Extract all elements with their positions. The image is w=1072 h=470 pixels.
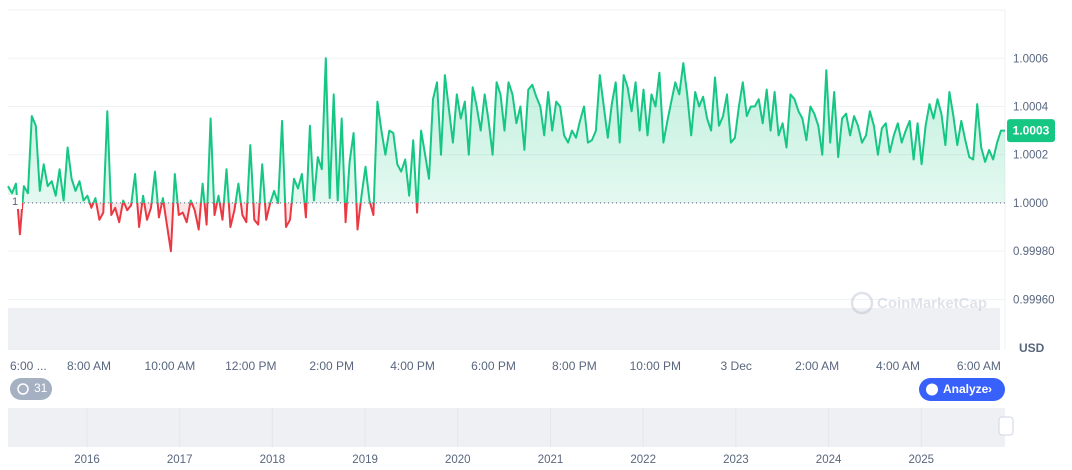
history-badge[interactable] — [10, 378, 52, 400]
area-up — [8, 58, 1005, 203]
y-tick-label: 1.0002 — [1013, 150, 1048, 162]
price-line-up — [7, 57, 1005, 203]
volume-band — [8, 308, 1000, 350]
current-price-label: 1.0003 — [1013, 123, 1050, 137]
navigator-year: 2021 — [538, 454, 564, 466]
navigator-year: 2025 — [909, 454, 935, 466]
navigator-year: 2024 — [816, 454, 842, 466]
y-tick-label: 1.0004 — [1013, 101, 1049, 113]
x-tick-label: 3 Dec — [721, 359, 752, 373]
y-tick-label: 1.0006 — [1013, 53, 1048, 65]
x-tick-label: 10:00 PM — [630, 359, 681, 373]
navigator-year: 2022 — [630, 454, 656, 466]
current-price-box — [1007, 119, 1055, 143]
navigator-year: 2017 — [167, 454, 193, 466]
baseline-badge — [8, 194, 22, 209]
y-tick-label: 0.99960 — [1013, 294, 1055, 306]
x-tick-label: 6:00 ... — [10, 359, 47, 373]
navigator-years: 2016 2017 2018 2019 2020 2021 2022 2023 2024 2025 — [74, 408, 934, 466]
x-tick-label: 12:00 PM — [225, 359, 276, 373]
navigator-handle[interactable] — [998, 416, 1014, 436]
baseline-label: 1 — [12, 196, 18, 208]
navigator — [8, 408, 1005, 447]
navigator-year: 2020 — [445, 454, 471, 466]
analyze-icon — [926, 383, 938, 396]
analyze-chevron: › — [988, 382, 992, 396]
navigator-year: 2023 — [723, 454, 749, 466]
x-tick-label: 8:00 AM — [67, 359, 111, 373]
watermark-text: CoinMarketCap — [877, 295, 987, 312]
x-tick-label: 10:00 AM — [145, 359, 196, 373]
x-tick-label: 6:00 PM — [471, 359, 516, 373]
y-tick-label: 0.99980 — [1013, 246, 1055, 258]
plot: 0.99960 0.99980 1.0000 1.0002 1.0004 1.0006 6:… — [7, 9, 1055, 373]
x-tick-label: 8:00 PM — [552, 359, 597, 373]
navigator-year: 2019 — [352, 454, 378, 466]
x-tick-label: 6:00 AM — [957, 359, 1001, 373]
x-tick-label: 2:00 PM — [309, 359, 354, 373]
unit-label: USD — [1019, 341, 1045, 355]
watermark: CoinMarketCap — [850, 291, 987, 315]
x-tick-label: 4:00 AM — [876, 359, 920, 373]
x-tick-label: 4:00 PM — [390, 359, 435, 373]
history-badge-text: 31 — [34, 381, 48, 395]
y-tick-label: 1.0000 — [1013, 198, 1048, 210]
history-icon — [17, 383, 29, 395]
analyze-button[interactable] — [919, 378, 1005, 401]
x-tick-label: 2:00 AM — [795, 359, 839, 373]
navigator-year: 2018 — [260, 454, 286, 466]
analyze-text: Analyze — [943, 382, 989, 396]
navigator-year: 2016 — [74, 454, 100, 466]
